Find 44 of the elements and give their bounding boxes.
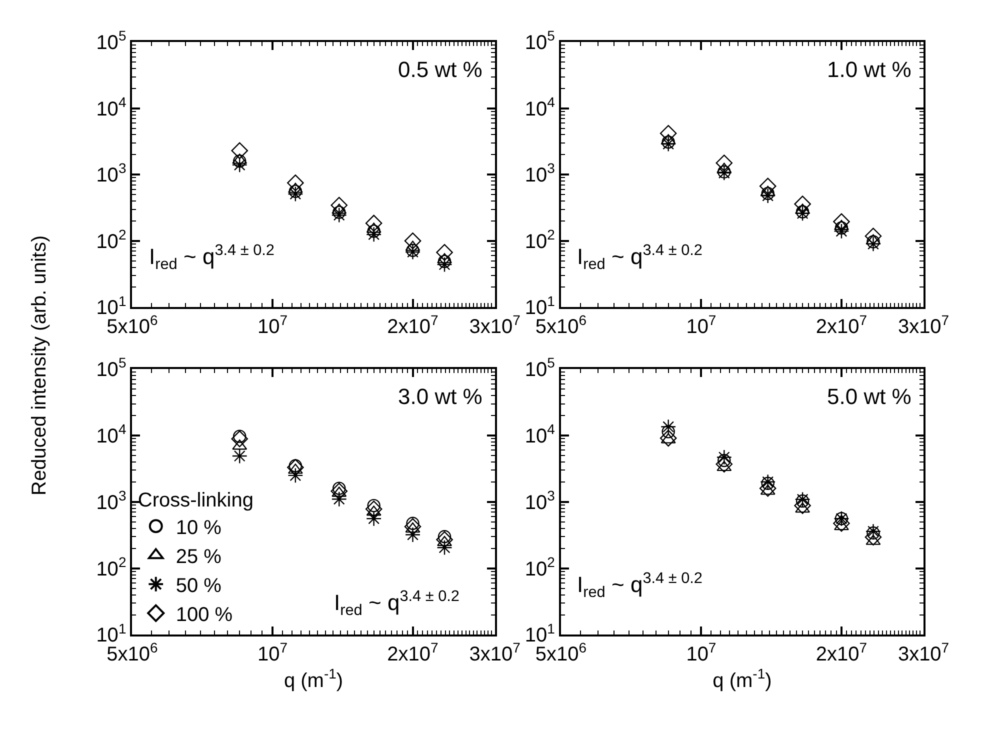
annotation: 1.0 wt %: [827, 57, 912, 82]
y-tick-label: 10$^{2}$: [524, 554, 556, 580]
y-tick-label: 10$^{3}$: [524, 487, 556, 514]
x-tick-label: 10$^{7}$: [686, 639, 716, 666]
x-tick-label: 3x10$^{7}$: [469, 312, 521, 338]
x-tick-label: 3x10$^{7}$: [898, 639, 950, 666]
y-tick-label: 10$^{4}$: [524, 94, 556, 120]
y-tick-label: 10$^{3}$: [96, 160, 126, 187]
y-tick-label: 10$^{4}$: [96, 94, 126, 120]
legend-label: 10 %: [176, 516, 222, 539]
annotation: I$_{red}$ ~ q$^{3.4 ± 0.2}$: [577, 242, 702, 273]
y-tick-label: 10$^{4}$: [524, 421, 556, 448]
legend-title: Cross-linking: [138, 490, 254, 512]
x-tick-label: 3x10$^{7}$: [469, 639, 521, 666]
x-tick-label: 2x10$^{7}$: [387, 639, 439, 666]
x-tick-label: 2x10$^{7}$: [387, 312, 439, 338]
y-tick-label: 10$^{2}$: [524, 226, 556, 253]
annotation: 5.0 wt %: [827, 384, 912, 409]
x-tick-label: 2x10$^{7}$: [816, 312, 868, 338]
annotation: I$_{red}$ ~ q$^{3.4 ± 0.2}$: [334, 588, 460, 619]
y-tick-label: 10$^{5}$: [96, 354, 126, 382]
legend-label: 100 %: [176, 604, 233, 626]
legend-label: 50 %: [176, 574, 222, 597]
annotation: I$_{red}$ ~ q$^{3.4 ± 0.2}$: [577, 570, 702, 601]
annotation: 0.5 wt %: [398, 57, 482, 82]
x-tick-label: 3x10$^{7}$: [898, 312, 950, 338]
x-tick-label: 10$^{7}$: [686, 312, 716, 338]
annotation: 3.0 wt %: [398, 384, 482, 409]
legend-label: 25 %: [176, 546, 222, 568]
x-tick-label: 2x10$^{7}$: [816, 639, 868, 666]
y-tick-label: 10$^{2}$: [96, 226, 126, 253]
y-tick-label: 10$^{2}$: [96, 554, 126, 580]
x-tick-label: 10$^{7}$: [257, 312, 288, 338]
x-axis-title: q (m$^{-1}$): [284, 666, 344, 692]
y-tick-label: 10$^{3}$: [524, 160, 556, 187]
y-tick-label: 10$^{5}$: [524, 28, 556, 54]
x-tick-label: 10$^{7}$: [257, 639, 288, 666]
annotation: I$_{red}$ ~ q$^{3.4 ± 0.2}$: [149, 242, 274, 273]
y-tick-label: 10$^{3}$: [96, 487, 126, 514]
y-tick-label: 10$^{5}$: [96, 28, 126, 54]
y-axis-title: Reduced intensity (arb. units): [28, 235, 50, 496]
y-tick-label: 10$^{4}$: [96, 421, 126, 448]
y-tick-label: 10$^{5}$: [524, 354, 556, 382]
x-axis-title: q (m$^{-1}$): [712, 666, 772, 692]
